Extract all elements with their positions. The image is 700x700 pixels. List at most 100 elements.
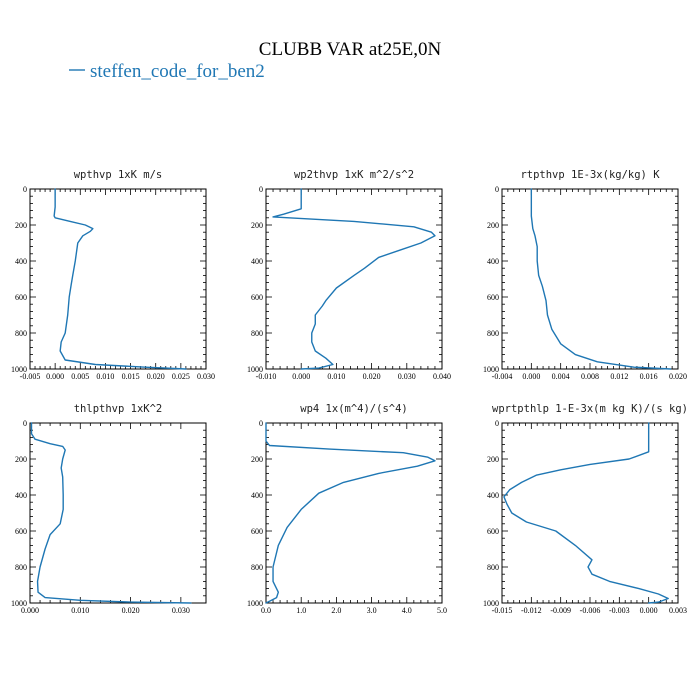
figure-title: CLUBB VAR at25E,0N bbox=[259, 39, 442, 60]
y-tick-label: 0 bbox=[23, 419, 27, 428]
panel-6: wprtpthlp 1-E-3x(m kg K)/(s kg) -0.015 -0.… bbox=[483, 403, 688, 615]
y-tick-label: 400 bbox=[487, 491, 499, 500]
x-tick-label: -0.009 bbox=[550, 606, 571, 615]
y-tick-label: 800 bbox=[251, 563, 263, 572]
y-tick-label: 1000 bbox=[483, 365, 499, 374]
y-tick-label: 200 bbox=[487, 221, 499, 230]
y-tick-label: 400 bbox=[15, 491, 27, 500]
x-tick-label: -0.010 bbox=[256, 372, 277, 381]
y-tick-label: 0 bbox=[259, 419, 263, 428]
series-line bbox=[30, 422, 192, 604]
x-tick-label: -0.003 bbox=[609, 606, 630, 615]
x-tick-label: 3.0 bbox=[367, 606, 377, 615]
x-tick-label: -0.015 bbox=[492, 606, 513, 615]
x-tick-label: 0.015 bbox=[122, 372, 140, 381]
x-tick-label: 0.030 bbox=[398, 372, 416, 381]
y-tick-label: 800 bbox=[487, 329, 499, 338]
y-tick-label: 0 bbox=[495, 185, 499, 194]
series-line bbox=[272, 188, 436, 370]
y-tick-label: 600 bbox=[487, 527, 499, 536]
y-tick-label: 800 bbox=[251, 329, 263, 338]
x-tick-label: 0.000 bbox=[292, 372, 310, 381]
x-tick-label: 4.0 bbox=[402, 606, 412, 615]
series-line bbox=[530, 188, 672, 370]
x-tick-label: 5.0 bbox=[437, 606, 447, 615]
y-tick-label: 400 bbox=[15, 257, 27, 266]
panel-title: rtpthvp 1E-3x(kg/kg) K bbox=[520, 169, 660, 181]
y-tick-label: 1000 bbox=[483, 599, 499, 608]
plot-frame bbox=[29, 422, 207, 604]
y-tick-label: 0 bbox=[23, 185, 27, 194]
y-tick-label: 200 bbox=[487, 455, 499, 464]
plot-frame bbox=[501, 422, 679, 604]
x-tick-label: 0.020 bbox=[122, 606, 140, 615]
panel-1: wpthvp 1xK m/s -0.005 0.000 0.005 0.010 0.015… bbox=[11, 169, 215, 381]
x-tick-label: 0.040 bbox=[433, 372, 451, 381]
y-tick-label: 800 bbox=[15, 329, 27, 338]
panel-5: wp4 1x(m^4)/(s^4) 0.0 1.0 2.0 3.0 4.0 5.0 0 200 4… bbox=[247, 403, 447, 615]
x-tick-label: 0.005 bbox=[71, 372, 89, 381]
plot-frame bbox=[29, 188, 207, 370]
x-tick-label: 0.012 bbox=[610, 372, 628, 381]
x-tick-label: -0.004 bbox=[492, 372, 513, 381]
legend: steffen_code_for_ben2 bbox=[69, 61, 265, 82]
legend-label: steffen_code_for_ben2 bbox=[90, 61, 265, 82]
y-tick-label: 400 bbox=[487, 257, 499, 266]
x-tick-label: 0.020 bbox=[363, 372, 381, 381]
x-tick-label: 0.020 bbox=[147, 372, 165, 381]
x-tick-label: 0.010 bbox=[327, 372, 345, 381]
y-tick-label: 1000 bbox=[247, 599, 263, 608]
x-tick-label: -0.005 bbox=[20, 372, 41, 381]
x-tick-label: 0.016 bbox=[640, 372, 658, 381]
plot-frame bbox=[265, 422, 443, 604]
panel-title: wpthvp 1xK m/s bbox=[74, 169, 163, 181]
y-tick-label: 200 bbox=[15, 221, 27, 230]
y-tick-label: 600 bbox=[251, 527, 263, 536]
y-tick-label: 400 bbox=[251, 257, 263, 266]
x-tick-label: 0.000 bbox=[46, 372, 64, 381]
y-tick-label: 0 bbox=[259, 185, 263, 194]
series-line bbox=[265, 422, 436, 604]
x-tick-label: 0.030 bbox=[172, 606, 190, 615]
plot-frame bbox=[501, 188, 679, 370]
y-tick-label: 1000 bbox=[11, 365, 27, 374]
y-tick-label: 0 bbox=[495, 419, 499, 428]
panels-container: wpthvp 1xK m/s-0.005 0.000 0.005 0.010 0.015… bbox=[11, 169, 688, 615]
panel-title: thlpthvp 1xK^2 bbox=[74, 403, 163, 415]
y-tick-label: 200 bbox=[15, 455, 27, 464]
y-tick-label: 1000 bbox=[247, 365, 263, 374]
panel-2: wp2thvp 1xK m^2/s^2 -0.010 0.000 0.010 0.020… bbox=[247, 169, 451, 381]
x-tick-label: 0.000 bbox=[21, 606, 39, 615]
y-tick-label: 800 bbox=[15, 563, 27, 572]
panel-title: wp4 1x(m^4)/(s^4) bbox=[300, 403, 407, 415]
x-tick-label: 0.010 bbox=[71, 606, 89, 615]
x-tick-label: -0.006 bbox=[580, 606, 601, 615]
plot-frame bbox=[265, 188, 443, 370]
y-tick-label: 600 bbox=[487, 293, 499, 302]
x-tick-label: 0.000 bbox=[522, 372, 540, 381]
x-tick-label: 0.010 bbox=[96, 372, 114, 381]
x-tick-label: 0.008 bbox=[581, 372, 599, 381]
x-tick-label: 0.003 bbox=[669, 606, 687, 615]
panel-4: thlpthvp 1xK^2 0.000 0.010 0.020 0.030 0 200 40… bbox=[11, 403, 207, 615]
x-tick-label: 0.0 bbox=[261, 606, 271, 615]
x-tick-label: 2.0 bbox=[331, 606, 341, 615]
y-tick-label: 600 bbox=[15, 293, 27, 302]
panel-3: rtpthvp 1E-3x(kg/kg) K -0.004 0.000 0.004 0.… bbox=[483, 169, 687, 381]
y-tick-label: 800 bbox=[487, 563, 499, 572]
x-tick-label: -0.012 bbox=[521, 606, 542, 615]
y-tick-label: 1000 bbox=[11, 599, 27, 608]
y-tick-label: 200 bbox=[251, 455, 263, 464]
x-tick-label: 0.004 bbox=[552, 372, 570, 381]
series-line bbox=[53, 188, 187, 370]
x-tick-label: 0.025 bbox=[172, 372, 190, 381]
panel-title: wprtpthlp 1-E-3x(m kg K)/(s kg) bbox=[492, 403, 688, 415]
series-line bbox=[503, 422, 669, 604]
x-tick-label: 0.020 bbox=[669, 372, 687, 381]
panel-title: wp2thvp 1xK m^2/s^2 bbox=[294, 169, 414, 181]
x-tick-label: 1.0 bbox=[296, 606, 306, 615]
x-tick-label: 0.000 bbox=[640, 606, 658, 615]
y-tick-label: 200 bbox=[251, 221, 263, 230]
y-tick-label: 600 bbox=[251, 293, 263, 302]
